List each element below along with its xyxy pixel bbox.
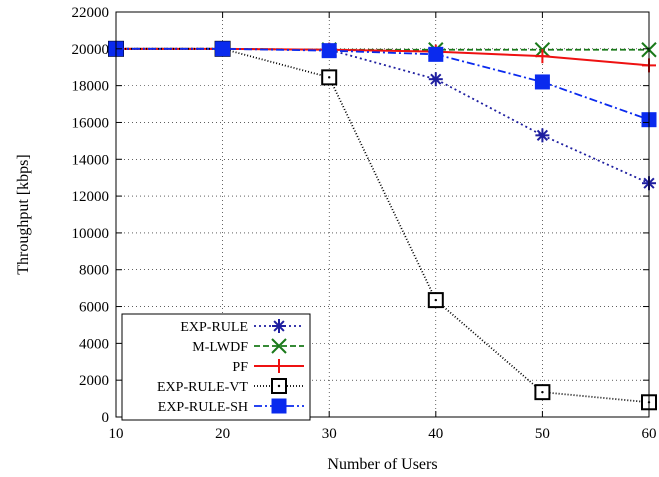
y-tick-label: 10000 — [72, 226, 110, 242]
x-tick-label: 10 — [109, 426, 124, 442]
y-tick-label: 6000 — [79, 300, 109, 316]
x-tick-label: 30 — [322, 426, 337, 442]
legend-label: M-LWDF — [192, 340, 248, 355]
marker-filled-square — [215, 41, 231, 57]
legend-label: EXP-RULE — [180, 320, 248, 335]
legend: EXP-RULE M-LWDF PF EXP-RULE-VT EXP-RULE-SH — [121, 313, 311, 421]
y-tick-label: 0 — [102, 410, 110, 426]
y-tick-label: 8000 — [79, 263, 109, 279]
marker-filled-square — [534, 74, 550, 90]
marker-x — [271, 338, 287, 354]
x-tick-label: 40 — [428, 426, 443, 442]
legend-label: EXP-RULE-VT — [157, 380, 248, 395]
marker-asterisk — [535, 128, 550, 143]
marker-filled-square — [428, 46, 444, 62]
plot-frame — [115, 11, 650, 418]
y-tick-label: 22000 — [72, 5, 110, 21]
series-line-0 — [116, 47, 650, 185]
y-tick-label: 4000 — [79, 336, 109, 352]
y-tick-label: 16000 — [72, 115, 110, 131]
y-tick-label: 14000 — [72, 152, 110, 168]
marker-filled-square — [321, 43, 337, 59]
y-tick-label: 18000 — [72, 79, 110, 95]
marker-filled-square — [271, 398, 287, 414]
x-tick-label: 20 — [215, 426, 230, 442]
marker-open-square — [427, 292, 444, 309]
y-tick-label: 20000 — [72, 42, 110, 58]
x-tick-label: 50 — [535, 426, 550, 442]
marker-open-square — [271, 378, 287, 394]
marker-asterisk — [428, 72, 443, 87]
y-tick-label: 2000 — [79, 373, 109, 389]
marker-open-square — [321, 69, 338, 86]
legend-label: EXP-RULE-SH — [158, 400, 248, 415]
series-line-4 — [116, 47, 650, 121]
marker-plus — [535, 49, 550, 64]
y-axis-title: Throughput [kbps] — [15, 154, 32, 274]
y-tick-label: 12000 — [72, 189, 110, 205]
series-layer — [108, 40, 657, 411]
x-tick-label: 60 — [642, 426, 657, 442]
x-axis-title: Number of Users — [327, 456, 437, 473]
legend-label: PF — [232, 360, 248, 375]
marker-asterisk — [272, 319, 286, 333]
series-line-2 — [116, 47, 650, 67]
marker-open-square — [534, 384, 551, 401]
marker-plus — [272, 359, 286, 373]
axis-ticks: 10 20 30 40 50 60 0 2000 4000 6000 8000 10000 12000 1… — [72, 5, 657, 442]
